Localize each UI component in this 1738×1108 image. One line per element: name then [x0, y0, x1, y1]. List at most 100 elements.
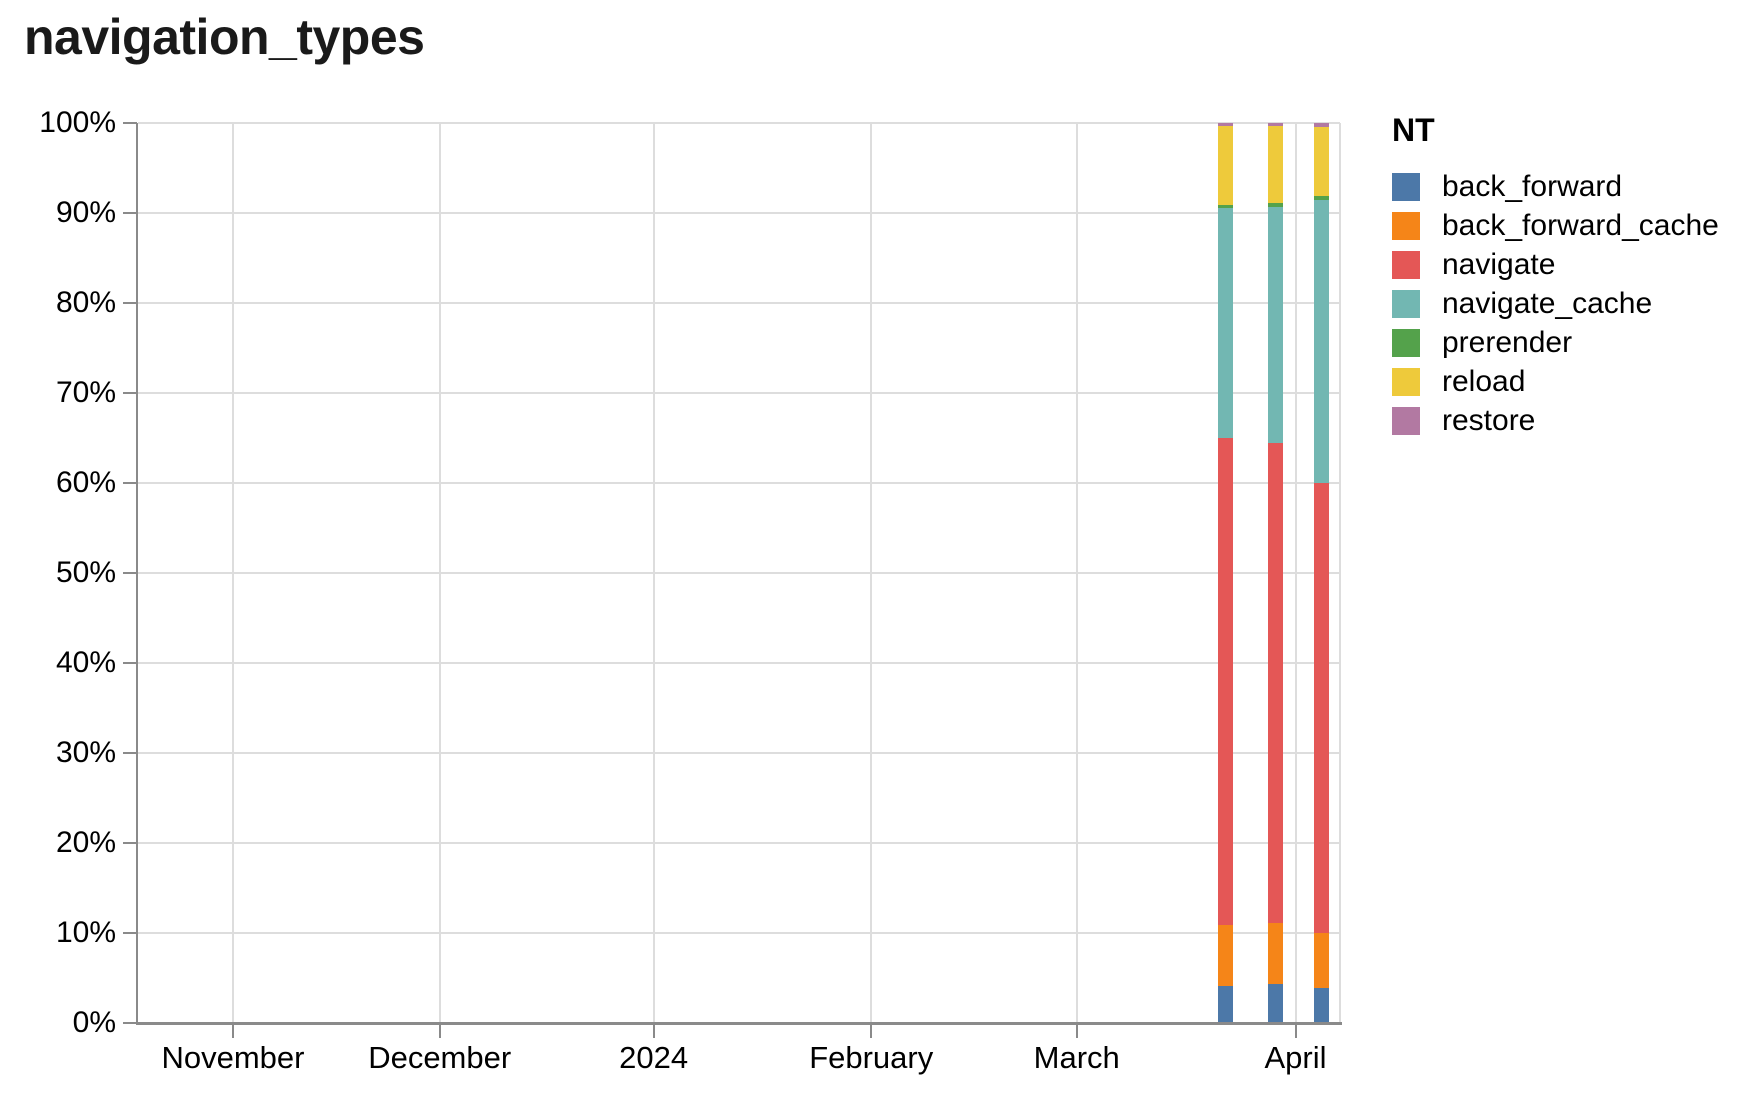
y-tick-0 — [123, 1022, 137, 1024]
y-tick-label-90: 90% — [55, 196, 116, 229]
bar-0-segment-restore[interactable] — [1218, 123, 1234, 126]
x-gridline-0 — [231, 123, 234, 1023]
bar-2-segment-restore[interactable] — [1314, 123, 1330, 127]
y-gridline-100 — [138, 122, 1340, 124]
bar-2-segment-prerender[interactable] — [1314, 195, 1330, 201]
y-gridline-80 — [138, 302, 1340, 304]
y-tick-10 — [123, 932, 137, 934]
y-axis-line — [136, 123, 138, 1025]
bar-0-segment-prerender[interactable] — [1218, 204, 1234, 208]
x-tick-label-december: December — [368, 1040, 512, 1075]
legend-label-navigate_cache: navigate_cache — [1442, 287, 1653, 320]
legend-item-prerender: prerender — [1392, 327, 1572, 366]
y-tick-80 — [123, 302, 137, 304]
x-gridline-3 — [870, 123, 873, 1023]
y-gridline-10 — [138, 932, 1340, 934]
bar-2-segment-back_forward_cache[interactable] — [1314, 933, 1330, 988]
y-tick-label-30: 30% — [55, 736, 116, 769]
x-tick-1 — [438, 1023, 441, 1038]
x-tick-label-2024: 2024 — [619, 1040, 689, 1075]
legend-label-reload: reload — [1442, 365, 1526, 398]
bar-1-segment-back_forward[interactable] — [1267, 984, 1283, 1023]
legend-swatch-back_forward — [1392, 173, 1420, 201]
y-tick-50 — [123, 572, 137, 574]
plot-area — [138, 122, 1341, 1024]
legend-label-back_forward: back_forward — [1442, 170, 1623, 203]
bar-0-segment-back_forward_cache[interactable] — [1218, 924, 1234, 987]
legend-swatch-reload — [1392, 368, 1420, 396]
bar-2 — [1314, 123, 1330, 1023]
legend-swatch-prerender — [1392, 329, 1420, 357]
bar-1-segment-navigate_cache[interactable] — [1267, 206, 1283, 444]
y-tick-60 — [123, 482, 137, 484]
bar-1-segment-restore[interactable] — [1267, 123, 1283, 126]
y-gridline-50 — [138, 572, 1340, 574]
y-tick-90 — [123, 212, 137, 214]
legend-swatch-restore — [1392, 407, 1420, 435]
bar-1-segment-prerender[interactable] — [1267, 203, 1283, 207]
legend-title: NT — [1392, 112, 1435, 148]
bar-0 — [1218, 123, 1234, 1023]
y-tick-label-20: 20% — [55, 826, 116, 859]
x-gridline-4 — [1075, 123, 1078, 1023]
legend-label-back_forward_cache: back_forward_cache — [1442, 209, 1719, 242]
x-tick-3 — [870, 1023, 873, 1038]
legend-swatch-navigate — [1392, 251, 1420, 279]
y-tick-20 — [123, 842, 137, 844]
y-gridline-60 — [138, 482, 1340, 484]
bar-1-segment-back_forward_cache[interactable] — [1267, 923, 1283, 985]
bar-2-segment-back_forward[interactable] — [1314, 987, 1330, 1023]
legend-items: back_forward back_forward_cache navigate na… — [1392, 171, 1719, 444]
x-tick-label-march: March — [1033, 1040, 1120, 1075]
y-tick-label-70: 70% — [55, 376, 116, 409]
y-tick-label-100: 100% — [39, 106, 116, 139]
x-tick-0 — [231, 1023, 234, 1038]
x-tick-label-february: February — [809, 1040, 934, 1075]
x-axis-line — [136, 1022, 1342, 1025]
legend-label-restore: restore — [1442, 404, 1536, 437]
x-tick-label-november: November — [161, 1040, 305, 1075]
bar-2-segment-navigate_cache[interactable] — [1314, 200, 1330, 483]
y-tick-label-0: 0% — [72, 1006, 116, 1039]
legend-item-navigate: navigate — [1392, 249, 1555, 288]
legend-item-back_forward: back_forward — [1392, 171, 1622, 210]
y-tick-40 — [123, 662, 137, 664]
legend-item-reload: reload — [1392, 366, 1525, 405]
bar-1-segment-reload[interactable] — [1267, 125, 1283, 204]
y-gridline-90 — [138, 212, 1340, 214]
bar-2-segment-reload[interactable] — [1314, 126, 1330, 196]
y-gridline-30 — [138, 752, 1340, 754]
y-tick-100 — [123, 122, 137, 124]
bar-0-segment-reload[interactable] — [1218, 125, 1234, 205]
x-tick-4 — [1075, 1023, 1078, 1038]
legend-item-back_forward_cache: back_forward_cache — [1392, 210, 1719, 249]
legend-label-prerender: prerender — [1442, 326, 1573, 359]
legend-swatch-back_forward_cache — [1392, 212, 1420, 240]
x-tick-2 — [652, 1023, 655, 1038]
legend-item-navigate_cache: navigate_cache — [1392, 288, 1652, 327]
y-tick-30 — [123, 752, 137, 754]
legend-item-restore: restore — [1392, 405, 1535, 444]
legend-swatch-navigate_cache — [1392, 290, 1420, 318]
y-tick-70 — [123, 392, 137, 394]
bar-2-segment-navigate[interactable] — [1314, 483, 1330, 933]
x-gridline-2 — [652, 123, 655, 1023]
y-tick-label-60: 60% — [55, 466, 116, 499]
x-tick-5 — [1294, 1023, 1297, 1038]
y-tick-label-80: 80% — [55, 286, 116, 319]
y-gridline-70 — [138, 392, 1340, 394]
bar-0-segment-navigate[interactable] — [1218, 438, 1234, 925]
x-gridline-5 — [1294, 123, 1297, 1023]
legend-label-navigate: navigate — [1442, 248, 1556, 281]
bar-0-segment-back_forward[interactable] — [1218, 986, 1234, 1023]
y-gridline-20 — [138, 842, 1340, 844]
bar-0-segment-navigate_cache[interactable] — [1218, 207, 1234, 438]
y-tick-label-50: 50% — [55, 556, 116, 589]
bar-1 — [1267, 123, 1283, 1023]
chart-title: navigation_types — [24, 9, 425, 65]
y-gridline-40 — [138, 662, 1340, 664]
bar-1-segment-navigate[interactable] — [1267, 443, 1283, 924]
y-tick-label-40: 40% — [55, 646, 116, 679]
